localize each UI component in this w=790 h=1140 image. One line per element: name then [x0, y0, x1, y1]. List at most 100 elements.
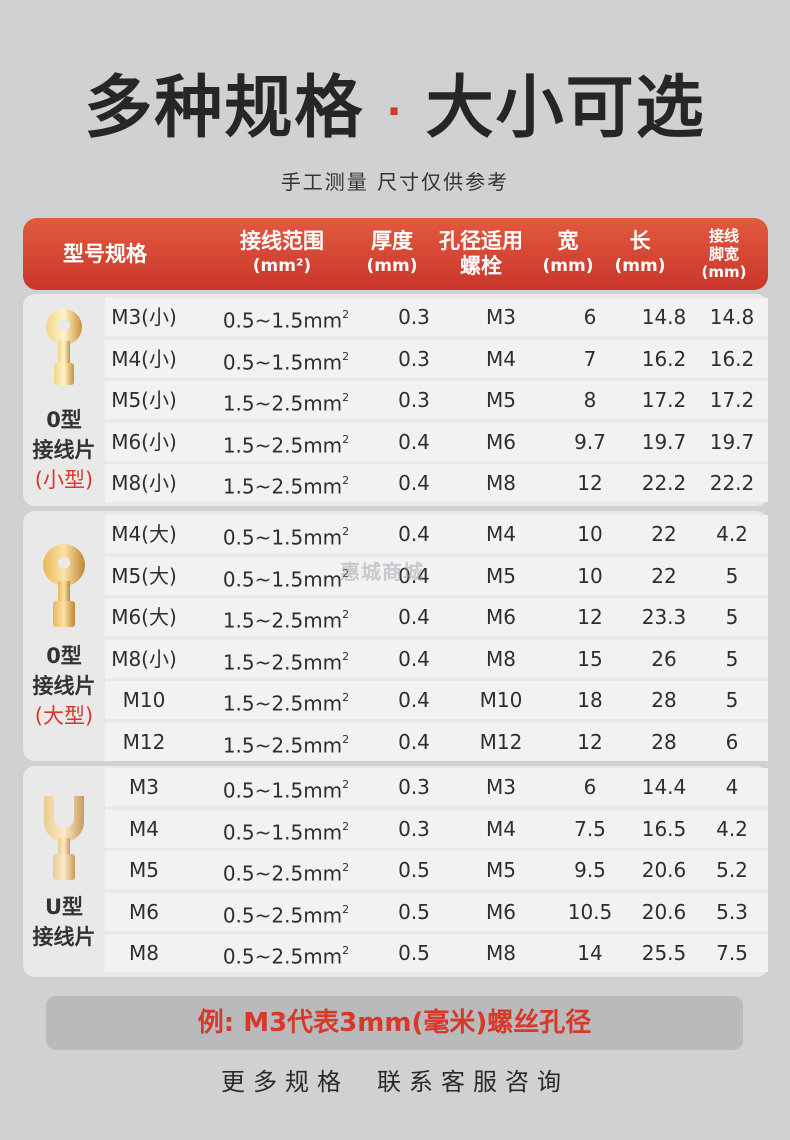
cell-leg-width: 16.2: [709, 346, 755, 371]
cell-length: 26: [651, 646, 677, 671]
cell-bolt: M12: [479, 730, 523, 754]
cell-length: 17.2: [641, 388, 687, 413]
table-row: M5(小) 1.5~2.5mm2 0.3 M5 8 17.2 17.2: [105, 381, 768, 420]
cell-length: 23.3: [641, 605, 687, 630]
cell-thickness: 0.3: [398, 775, 430, 799]
group-ring-small: 0型 接线片 (小型) M3(小) 0.5~1.5mm2 0.3 M3 6 14.8 14.…: [23, 294, 768, 506]
cell-bolt: M4: [486, 522, 516, 546]
cell-width: 7: [583, 346, 597, 371]
cell-thickness: 0.4: [398, 522, 430, 546]
cell-width: 10: [577, 563, 603, 588]
squared-sup: 2: [342, 566, 350, 580]
cell-bolt: M8: [486, 471, 516, 496]
cell-leg-width: 4.2: [716, 522, 748, 546]
cell-length: 22: [651, 522, 677, 546]
cell-model: M5(大): [111, 563, 177, 588]
watermark: 惠城商城: [340, 560, 424, 584]
cell-wire-range: 0.5~2.5mm2: [222, 944, 350, 970]
cell-model: M6(小): [111, 429, 177, 454]
table-header: 型号规格 接线范围 (mm²) 厚度 (mm) 孔径适用 螺栓 宽 (mm) 长…: [23, 218, 768, 290]
cell-width: 6: [583, 305, 597, 329]
cell-length: 25.5: [641, 941, 687, 966]
cell-wire-range: 1.5~2.5mm2: [222, 391, 350, 416]
cell-thickness: 0.3: [398, 388, 430, 413]
cell-leg-width: 5.3: [716, 899, 748, 924]
cell-length: 16.2: [641, 346, 687, 371]
cell-leg-width: 5: [725, 688, 739, 713]
cell-thickness: 0.5: [398, 899, 430, 924]
cell-length: 20.6: [641, 858, 687, 883]
footer: 更多规格 联系客服咨询: [0, 1062, 790, 1097]
cell-thickness: 0.4: [398, 429, 430, 454]
cell-width: 12: [577, 605, 603, 630]
cell-wire-range: 0.5~1.5mm2: [222, 525, 350, 550]
cell-length: 19.7: [641, 429, 687, 454]
table-row: M3 0.5~1.5mm2 0.3 M3 6 14.4 4: [105, 768, 768, 806]
cell-wire-range: 0.5~1.5mm2: [222, 308, 350, 333]
cell-wire-range: 0.5~2.5mm2: [222, 902, 350, 928]
cell-leg-width: 5: [725, 563, 739, 588]
table-row: M8 0.5~2.5mm2 0.5 M8 14 25.5 7.5: [105, 934, 768, 973]
cell-leg-width: 14.8: [709, 305, 755, 329]
cell-bolt: M8: [486, 941, 516, 966]
cell-model: M4(小): [111, 346, 177, 371]
title-dot: ·: [386, 89, 404, 136]
cell-length: 16.5: [641, 816, 687, 841]
table-row: M5 0.5~2.5mm2 0.5 M5 9.5 20.6 5.2: [105, 851, 768, 890]
cell-thickness: 0.4: [398, 730, 430, 754]
table-row: M5(大) 0.5~1.5mm2 0.4 M5 10 22 5: [105, 556, 768, 595]
cell-wire-range: 0.5~1.5mm2: [222, 349, 350, 375]
cell-width: 18: [577, 688, 603, 713]
cell-model: M6(大): [111, 605, 177, 630]
cell-length: 22: [651, 563, 677, 588]
table-row: M8(小) 1.5~2.5mm2 0.4 M8 15 26 5: [105, 639, 768, 678]
cell-model: M8(小): [111, 646, 177, 671]
squared-sup: 2: [342, 608, 350, 622]
squared-sup: 2: [342, 861, 350, 875]
page-subtitle: 手工测量 尺寸仅供参考: [280, 170, 510, 194]
cell-wire-range: 0.5~1.5mm2: [222, 566, 350, 592]
cell-width: 12: [577, 471, 603, 496]
cell-leg-width: 5.2: [716, 858, 748, 883]
table-row: M6(小) 1.5~2.5mm2 0.4 M6 9.7 19.7 19.7: [105, 422, 768, 461]
cell-bolt: M5: [486, 388, 516, 413]
cell-model: M4: [129, 816, 159, 841]
squared-sup: 2: [342, 733, 350, 746]
table-row: M6 0.5~2.5mm2 0.5 M6 10.5 20.6 5.3: [105, 892, 768, 931]
cell-bolt: M10: [479, 688, 523, 713]
ring-terminal-small-icon: [46, 309, 82, 385]
cell-thickness: 0.3: [398, 816, 430, 841]
header-width: 宽 (mm): [542, 229, 594, 276]
cell-model: M3(小): [111, 305, 177, 329]
table-row: M10 1.5~2.5mm2 0.4 M10 18 28 5: [105, 681, 768, 720]
cell-wire-range: 0.5~1.5mm2: [222, 778, 350, 803]
header-leg-width: 接线 脚宽 (mm): [701, 227, 747, 281]
cell-leg-width: 4.2: [716, 816, 748, 841]
title-left: 多种规格: [84, 69, 365, 148]
cell-width: 15: [577, 646, 603, 671]
table-row: M4 0.5~1.5mm2 0.3 M4 7.5 16.5 4.2: [105, 809, 768, 848]
header-thickness: 厚度 (mm): [366, 229, 418, 276]
cell-width: 10.5: [567, 899, 613, 924]
table-row: M12 1.5~2.5mm2 0.4 M12 12 28 6: [105, 723, 768, 761]
squared-sup: 2: [342, 778, 350, 791]
squared-sup: 2: [342, 902, 350, 916]
cell-bolt: M4: [486, 346, 516, 371]
cell-width: 12: [577, 730, 603, 754]
cell-leg-width: 17.2: [709, 388, 755, 413]
cell-bolt: M8: [486, 646, 516, 671]
cell-thickness: 0.3: [398, 305, 430, 329]
cell-model: M5: [129, 858, 159, 883]
cell-bolt: M3: [486, 305, 516, 329]
squared-sup: 2: [342, 474, 350, 488]
header-length: 长 (mm): [614, 229, 666, 276]
cell-leg-width: 19.7: [709, 429, 755, 454]
cell-width: 9.5: [574, 858, 606, 883]
squared-sup: 2: [342, 349, 350, 363]
cell-thickness: 0.5: [398, 941, 430, 966]
cell-bolt: M5: [486, 563, 516, 588]
cell-leg-width: 6: [725, 730, 739, 754]
example-note: 例: M3代表3mm(毫米)螺丝孔径: [46, 996, 743, 1050]
cell-bolt: M6: [486, 899, 516, 924]
squared-sup: 2: [342, 432, 350, 446]
